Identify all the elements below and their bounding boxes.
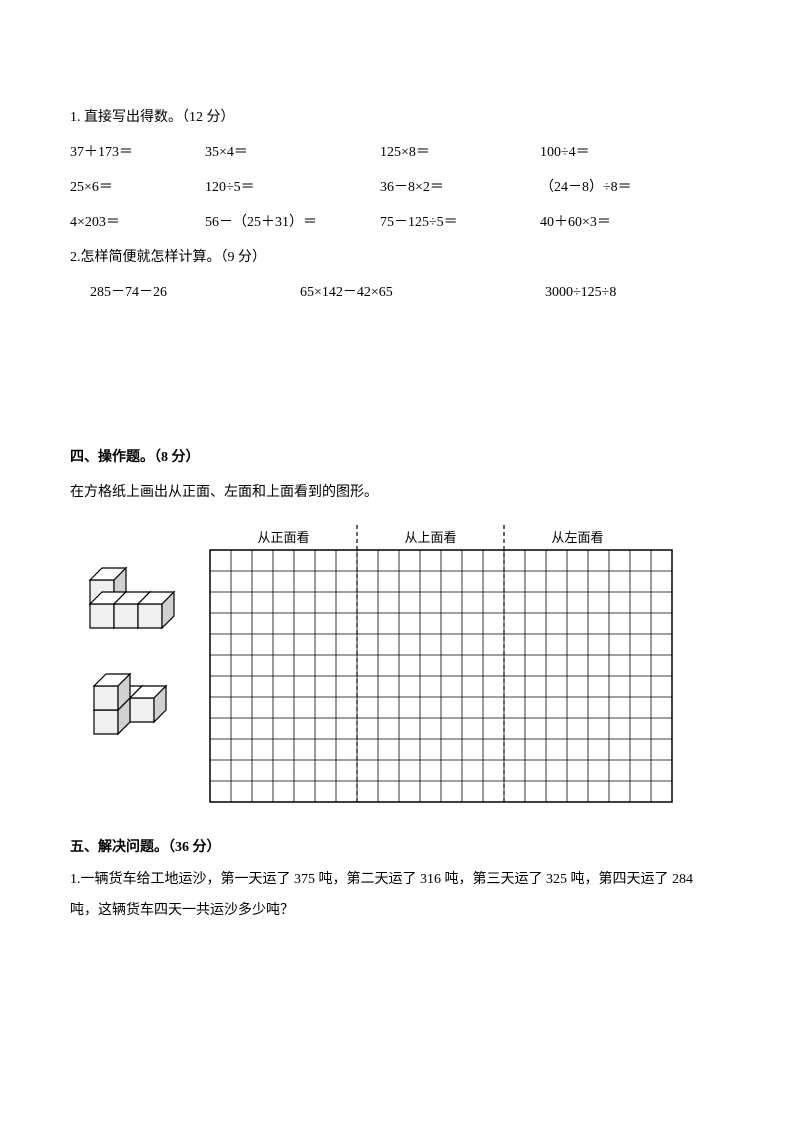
q2-item: 3000÷125÷8 bbox=[545, 275, 616, 310]
q1-row-1: 25×6＝ 120÷5＝ 36－8×2＝ （24－8）÷8＝ bbox=[70, 170, 723, 205]
q1-cell: 75－125÷5＝ bbox=[380, 205, 540, 240]
q1-row-2: 4×203＝ 56－（25＋31）＝ 75－125÷5＝ 40＋60×3＝ bbox=[70, 205, 723, 240]
q1-cell: 25×6＝ bbox=[70, 170, 205, 205]
q1-title: 1. 直接写出得数。（12 分） bbox=[70, 100, 723, 135]
q1-cell: 120÷5＝ bbox=[205, 170, 380, 205]
grid-svg: 从正面看 从上面看 从左面看 bbox=[70, 520, 690, 810]
q1-cell: 4×203＝ bbox=[70, 205, 205, 240]
q1-cell: 56－（25＋31）＝ bbox=[205, 205, 380, 240]
q1-cell: 40＋60×3＝ bbox=[540, 205, 700, 240]
sec5-p1: 1.一辆货车给工地运沙，第一天运了 375 吨，第二天运了 316 吨，第三天运… bbox=[70, 865, 723, 927]
q1-cell: 37＋173＝ bbox=[70, 135, 205, 170]
q2-item: 285－74－26 bbox=[70, 275, 300, 310]
sec5-title: 五、解决问题。（36 分） bbox=[70, 830, 723, 865]
q1-row-0: 37＋173＝ 35×4＝ 125×8＝ 100÷4＝ bbox=[70, 135, 723, 170]
svg-text:从上面看: 从上面看 bbox=[404, 530, 456, 545]
sec4-title: 四、操作题。（8 分） bbox=[70, 440, 723, 475]
q1-cell: 35×4＝ bbox=[205, 135, 380, 170]
q2-item: 65×142－42×65 bbox=[300, 275, 545, 310]
q1-cell: 36－8×2＝ bbox=[380, 170, 540, 205]
svg-text:从正面看: 从正面看 bbox=[257, 530, 309, 545]
q1-cell: （24－8）÷8＝ bbox=[540, 170, 700, 205]
svg-text:从左面看: 从左面看 bbox=[551, 530, 603, 545]
q1-cell: 125×8＝ bbox=[380, 135, 540, 170]
sec4-instr: 在方格纸上画出从正面、左面和上面看到的图形。 bbox=[70, 475, 723, 510]
q1-cell: 100÷4＝ bbox=[540, 135, 700, 170]
q2-title: 2.怎样简便就怎样计算。（9 分） bbox=[70, 240, 723, 275]
q2-row: 285－74－26 65×142－42×65 3000÷125÷8 bbox=[70, 275, 723, 310]
figure-area: 从正面看 从上面看 从左面看 bbox=[70, 520, 723, 810]
